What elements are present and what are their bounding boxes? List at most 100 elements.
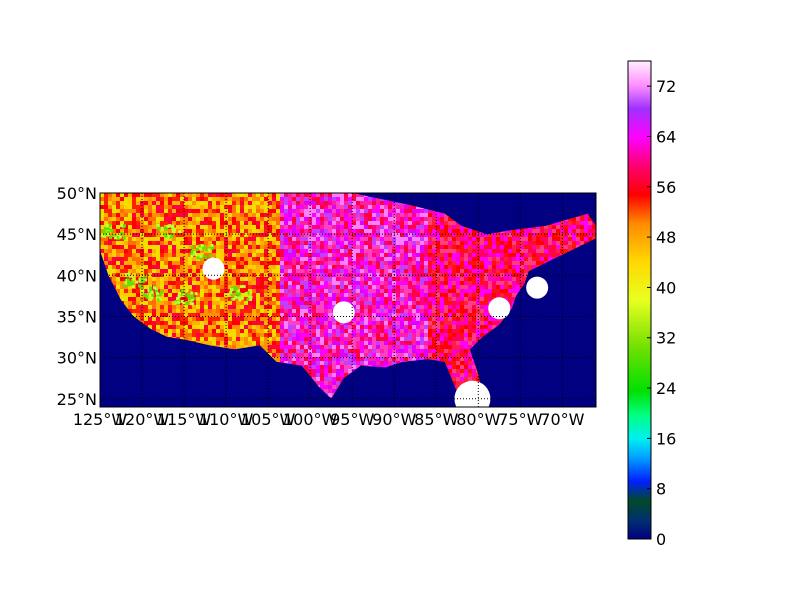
data-cell — [136, 221, 140, 225]
data-cell — [164, 313, 168, 317]
data-cell — [160, 265, 164, 269]
data-cell — [420, 257, 424, 261]
data-cell — [184, 337, 188, 341]
data-cell — [356, 253, 360, 257]
data-cell — [268, 265, 272, 269]
data-cell — [360, 269, 364, 273]
data-cell — [248, 193, 252, 197]
data-cell — [328, 325, 332, 329]
data-cell — [112, 265, 116, 269]
data-cell — [236, 313, 240, 317]
data-cell — [332, 197, 336, 201]
data-cell — [168, 197, 172, 201]
data-cell — [356, 293, 360, 297]
data-cell — [104, 225, 108, 229]
data-cell — [100, 213, 104, 217]
data-cell — [176, 269, 180, 273]
data-cell — [356, 301, 360, 305]
data-cell — [216, 237, 220, 241]
data-cell — [132, 305, 136, 309]
data-cell — [160, 321, 164, 325]
data-cell — [212, 337, 216, 341]
data-cell — [208, 293, 212, 297]
data-cell — [120, 205, 124, 209]
data-cell — [356, 337, 360, 341]
data-cell — [340, 345, 344, 349]
data-cell — [400, 269, 404, 273]
data-cell — [432, 329, 436, 333]
data-cell — [300, 197, 304, 201]
data-cell — [460, 313, 464, 317]
data-cell — [304, 341, 308, 345]
data-cell — [112, 193, 116, 197]
data-cell — [288, 245, 292, 249]
data-cell — [300, 309, 304, 313]
data-cell — [384, 345, 388, 349]
data-cell — [220, 205, 224, 209]
data-cell — [172, 213, 176, 217]
data-cell — [340, 325, 344, 329]
data-cell — [152, 317, 156, 321]
data-cell — [428, 313, 432, 317]
data-cell — [280, 241, 284, 245]
data-cell — [276, 289, 280, 293]
data-cell — [352, 269, 356, 273]
data-cell — [268, 349, 272, 353]
data-cell — [216, 305, 220, 309]
data-cell — [312, 361, 316, 365]
data-cell — [424, 321, 428, 325]
data-cell — [164, 213, 168, 217]
data-cell — [312, 317, 316, 321]
data-cell — [168, 293, 172, 297]
data-cell — [196, 293, 200, 297]
data-cell — [448, 317, 452, 321]
data-cell — [200, 233, 204, 237]
data-cell — [320, 293, 324, 297]
data-cell — [204, 285, 208, 289]
data-cell — [284, 293, 288, 297]
data-cell — [316, 317, 320, 321]
data-cell — [380, 365, 384, 369]
data-cell — [396, 201, 400, 205]
data-cell — [152, 297, 156, 301]
data-cell — [344, 285, 348, 289]
data-cell — [396, 213, 400, 217]
data-cell — [100, 217, 104, 221]
data-cell — [400, 293, 404, 297]
data-cell — [172, 293, 176, 297]
data-cell — [268, 197, 272, 201]
data-cell — [156, 317, 160, 321]
data-cell — [328, 273, 332, 277]
data-cell — [440, 329, 444, 333]
data-cell — [424, 265, 428, 269]
data-cell — [388, 209, 392, 213]
data-cell — [440, 257, 444, 261]
data-cell — [396, 305, 400, 309]
data-cell — [272, 317, 276, 321]
data-cell — [432, 277, 436, 281]
data-cell — [148, 269, 152, 273]
data-cell — [124, 277, 128, 281]
data-cell — [292, 301, 296, 305]
data-cell — [384, 361, 388, 365]
data-cell — [324, 361, 328, 365]
data-cell — [436, 273, 440, 277]
data-cell — [404, 349, 408, 353]
data-cell — [116, 285, 120, 289]
data-cell — [192, 309, 196, 313]
data-cell — [168, 313, 172, 317]
data-cell — [296, 261, 300, 265]
data-cell — [284, 265, 288, 269]
data-cell — [148, 229, 152, 233]
data-cell — [464, 329, 468, 333]
data-cell — [256, 249, 260, 253]
data-cell — [400, 297, 404, 301]
data-cell — [128, 201, 132, 205]
data-cell — [296, 333, 300, 337]
data-cell — [264, 301, 268, 305]
data-cell — [352, 333, 356, 337]
data-cell — [316, 361, 320, 365]
data-cell — [316, 381, 320, 385]
data-cell — [372, 277, 376, 281]
data-cell — [160, 277, 164, 281]
